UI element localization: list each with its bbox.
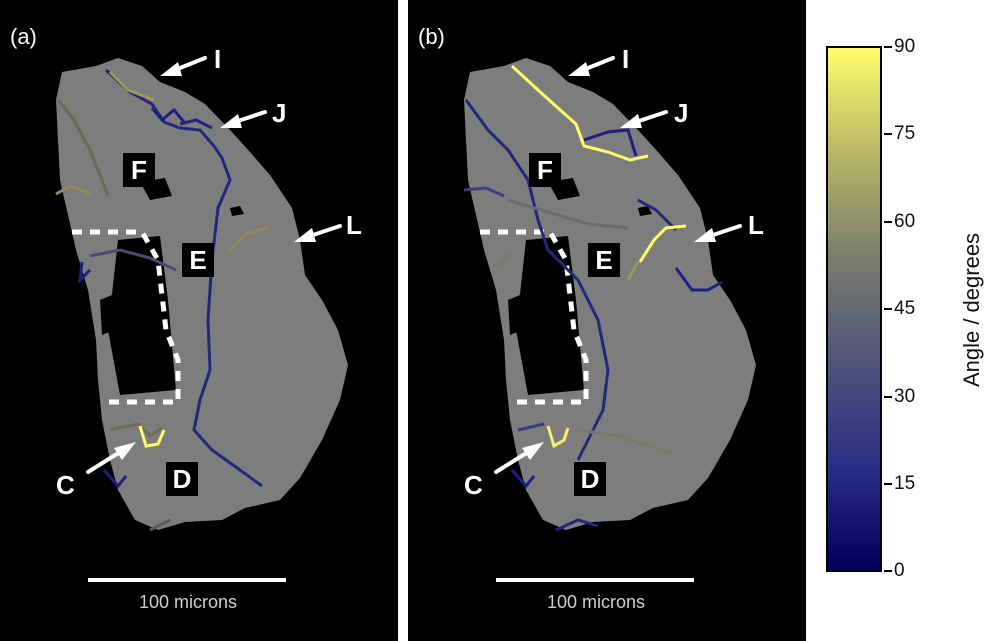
arrow-j — [634, 110, 668, 124]
colorbar-tick-30 — [884, 396, 892, 398]
region-label-f: F — [529, 153, 561, 187]
scale-bar — [88, 578, 286, 582]
colorbar-label-45: 45 — [894, 298, 916, 319]
colorbar-tick-15 — [884, 483, 892, 485]
arrow-label-l: L — [346, 210, 362, 240]
grain-voids — [100, 178, 244, 395]
region-label-d: D — [166, 462, 198, 496]
region-label-e: E — [182, 243, 214, 277]
colorbar-label-75: 75 — [894, 123, 916, 144]
arrow-label-c: C — [464, 470, 483, 500]
colorbar-tick-75 — [884, 133, 892, 135]
arrow-l — [708, 224, 742, 238]
grain-boundaries — [55, 68, 269, 532]
arrow-j — [233, 110, 267, 124]
arrows-b — [494, 56, 742, 474]
colorbar-label-0: 0 — [894, 560, 905, 581]
panel-label: (b) — [418, 24, 445, 49]
colorbar-tick-45 — [884, 308, 892, 310]
colorbar-tick-60 — [884, 221, 892, 223]
panel-b: (b) F E D I J L C 100 microns — [408, 0, 806, 641]
scale-bar — [496, 578, 694, 582]
arrow-l-head — [294, 228, 316, 242]
panel-a: (a) F E D I J L C 100 microns — [0, 0, 398, 641]
colorbar-tick-0 — [884, 570, 892, 572]
scale-label: 100 microns — [138, 592, 238, 612]
panel-label: (a) — [10, 24, 37, 49]
arrow-l-head — [694, 228, 716, 242]
arrow-label-i: I — [214, 44, 222, 74]
arrow-j-head — [620, 114, 642, 128]
arrows-a — [86, 56, 342, 474]
arrow-l — [308, 224, 342, 238]
colorbar-label-15: 15 — [894, 473, 916, 494]
region-label-e: E — [588, 243, 620, 277]
colorbar — [826, 46, 882, 572]
arrow-label-j: J — [272, 98, 287, 128]
arrow-i-head — [568, 62, 590, 76]
arrow-j-head — [220, 114, 242, 128]
colorbar-label-30: 30 — [894, 386, 916, 407]
grain-voids — [508, 178, 652, 395]
arrow-label-l: L — [748, 210, 764, 240]
arrow-c-head — [522, 442, 544, 460]
colorbar-tick-90 — [884, 46, 892, 48]
arrow-label-c: C — [56, 470, 75, 500]
scale-label: 100 microns — [546, 592, 646, 612]
arrow-c-head — [114, 442, 136, 460]
arrow-i — [173, 56, 207, 72]
colorbar-title: Angle / degrees — [959, 232, 984, 388]
colorbar-label-90: 90 — [894, 36, 916, 57]
arrow-c — [494, 450, 530, 474]
arrow-i — [581, 56, 615, 72]
arrow-c — [86, 450, 122, 474]
arrow-label-i: I — [622, 44, 630, 74]
arrow-i-head — [160, 62, 182, 76]
grain-boundaries — [463, 64, 723, 532]
arrow-label-j: J — [674, 98, 689, 128]
region-label-d: D — [574, 462, 606, 496]
region-label-f: F — [123, 153, 155, 187]
colorbar-label-60: 60 — [894, 211, 916, 232]
